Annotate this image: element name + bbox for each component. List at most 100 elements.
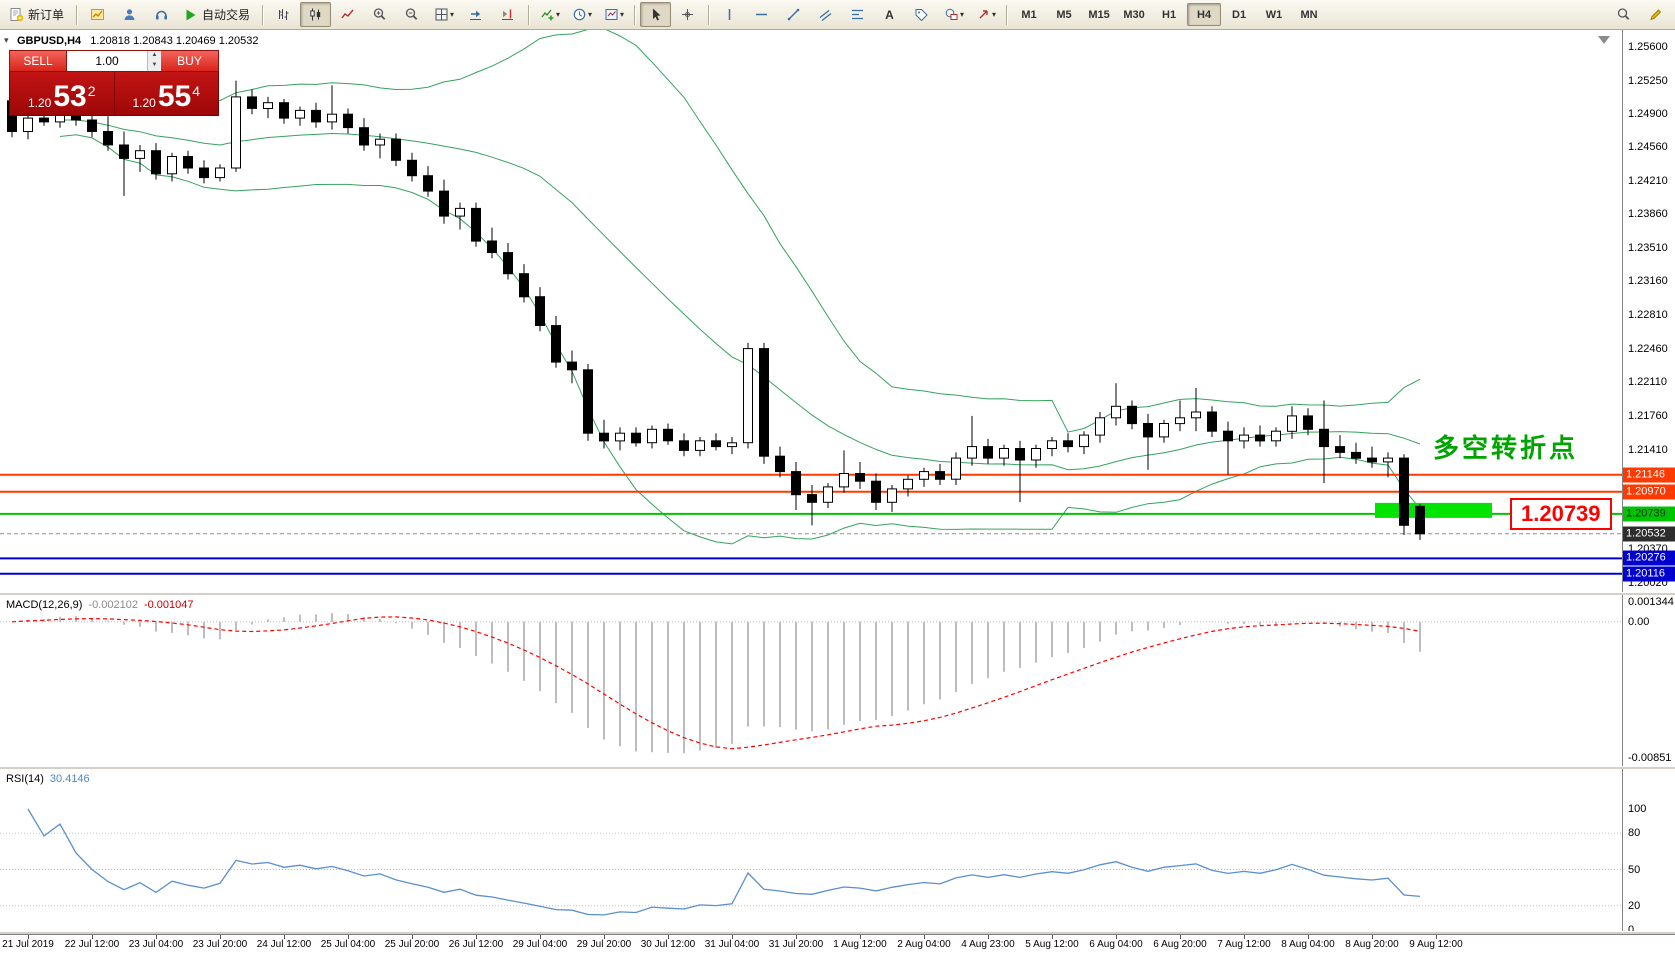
autoscroll-button[interactable] — [460, 2, 491, 27]
fibonacci-tool[interactable] — [842, 2, 873, 27]
rsi-scale-80: 80 — [1628, 827, 1641, 840]
candlestick-icon — [308, 7, 324, 23]
horizontal-line-tool[interactable] — [746, 2, 777, 27]
candle — [103, 116, 113, 151]
arrows-tool[interactable]: ▾ — [970, 2, 1001, 27]
time-axis[interactable]: 21 Jul 2019 22 Jul 12:00 23 Jul 04:00 23 Ju… — [0, 934, 1675, 954]
tf-button-M30[interactable]: M30 — [1123, 8, 1145, 21]
buy-button[interactable]: BUY — [161, 50, 219, 72]
tile-windows-button[interactable]: ▾ — [428, 2, 459, 27]
candle — [951, 452, 961, 485]
new-order-button[interactable]: 新订单 — [4, 2, 71, 27]
candle — [775, 446, 785, 478]
zoom-in-button[interactable] — [364, 2, 395, 27]
bar-chart-button[interactable] — [268, 2, 299, 27]
candle — [1047, 437, 1057, 457]
price-chart-panel[interactable]: 1.25600 1.25250 1.24900 1.24560 1.24210 1.238… — [0, 30, 1675, 592]
sell-button[interactable]: SELL — [9, 50, 67, 72]
highlight-zone[interactable] — [1375, 502, 1492, 518]
macd-name: MACD(12,26,9) — [6, 599, 83, 611]
market-watch-button[interactable] — [114, 2, 145, 27]
candle — [663, 423, 673, 445]
indicators-button[interactable]: ▾ — [534, 2, 565, 27]
rsi-axis-line — [1622, 769, 1623, 931]
ask-price-display[interactable]: 1.20 55 4 — [115, 72, 219, 115]
chart-shift-button[interactable] — [492, 2, 523, 27]
cursor-tool-button[interactable] — [640, 2, 672, 27]
autotrading-button[interactable]: 自动交易 — [178, 2, 257, 27]
vertical-line-tool[interactable] — [714, 2, 745, 27]
volume-control[interactable]: 1.00 ▲ ▼ — [67, 50, 161, 72]
volume-up-icon[interactable]: ▲ — [148, 51, 161, 61]
tf-button-MN[interactable]: MN — [1300, 8, 1318, 21]
macd-panel[interactable]: MACD(12,26,9) -0.002102 -0.001047 0.001344… — [0, 595, 1675, 766]
volume-down-icon[interactable]: ▼ — [148, 61, 161, 71]
price-tick: 1.22110 — [1628, 376, 1667, 389]
chart-title: GBPUSD,H4 1.20818 1.20843 1.20469 1.2053… — [17, 35, 258, 47]
edit-button[interactable] — [1640, 2, 1671, 27]
tf-button-H4[interactable]: H4 — [1187, 3, 1222, 26]
candlestick-chart-button[interactable] — [300, 2, 332, 27]
quick-search-button[interactable] — [1608, 2, 1639, 27]
rsi-panel[interactable]: RSI(14) 30.4146 100 80 50 20 0 — [0, 769, 1675, 936]
text-tool[interactable]: A — [874, 2, 905, 27]
tf-button-W1[interactable]: W1 — [1265, 8, 1283, 21]
candle — [1367, 446, 1377, 468]
macd-signal-line — [11, 616, 1421, 750]
one-click-collapse-arrow[interactable]: ▾ — [4, 35, 9, 45]
shapes-tool[interactable]: ▾ — [938, 2, 969, 27]
bid-price-prefix: 1.20 — [27, 95, 52, 110]
chevron-down-icon: ▾ — [620, 10, 625, 19]
rsi-scale-0: 0 — [1628, 924, 1635, 936]
tf-button-M5[interactable]: M5 — [1056, 8, 1072, 21]
bid-price-display[interactable]: 1.20 53 2 — [10, 72, 115, 115]
volume-spinner[interactable]: ▲ ▼ — [147, 51, 161, 71]
candle — [1399, 454, 1409, 535]
macd-scale-top: 0.001344 — [1628, 596, 1674, 608]
volume-input[interactable]: 1.00 — [95, 54, 119, 68]
time-label: 31 Jul 04:00 — [704, 939, 760, 950]
zoom-out-button[interactable] — [396, 2, 427, 27]
data-window-button[interactable] — [146, 2, 177, 27]
charts-profile-button[interactable] — [82, 2, 113, 27]
price-tick: 1.25600 — [1628, 41, 1668, 53]
candle — [903, 475, 913, 497]
price-chart[interactable] — [0, 30, 1622, 592]
time-label: 26 Jul 12:00 — [448, 939, 504, 950]
trendline-tool[interactable] — [778, 2, 809, 27]
tf-button-D1[interactable]: D1 — [1232, 8, 1247, 21]
autoscroll-icon — [468, 7, 484, 23]
price-callout-label[interactable]: 1.20739 — [1510, 498, 1612, 530]
candle — [1079, 431, 1089, 455]
tf-button-M15[interactable]: M15 — [1088, 8, 1110, 21]
candle — [167, 152, 177, 182]
time-tick — [476, 935, 477, 939]
chart-shift-marker[interactable] — [1598, 36, 1610, 44]
bar-chart-icon — [276, 7, 292, 23]
periods-button[interactable]: ▾ — [566, 2, 597, 27]
tf-button-M1[interactable]: M1 — [1021, 8, 1037, 21]
price-badge-1.20970: 1.20970 — [1623, 484, 1675, 500]
candle — [327, 85, 337, 130]
candle — [503, 243, 513, 280]
fibonacci-icon — [850, 7, 866, 23]
line-chart-button[interactable] — [332, 2, 363, 27]
candle — [839, 450, 849, 493]
zoom-in-icon — [372, 7, 388, 23]
candle — [1319, 400, 1329, 484]
candle — [247, 89, 257, 115]
price-tick: 1.23510 — [1628, 241, 1668, 254]
candle — [823, 483, 833, 509]
macd-scale-zero: 0.00 — [1628, 615, 1650, 628]
candle — [1207, 406, 1217, 437]
channel-tool[interactable] — [810, 2, 841, 27]
tf-button-H1[interactable]: H1 — [1162, 8, 1177, 21]
templates-button[interactable]: ▾ — [598, 2, 629, 27]
time-label: 29 Jul 04:00 — [512, 939, 568, 950]
crosshair-tool-button[interactable] — [672, 2, 703, 27]
time-label: 7 Aug 12:00 — [1217, 939, 1271, 950]
vertical-line-icon — [722, 7, 738, 23]
text-label-tool[interactable] — [906, 2, 937, 27]
chart-annotation-text[interactable]: 多空转折点 — [1433, 433, 1579, 463]
candle — [1223, 421, 1233, 475]
